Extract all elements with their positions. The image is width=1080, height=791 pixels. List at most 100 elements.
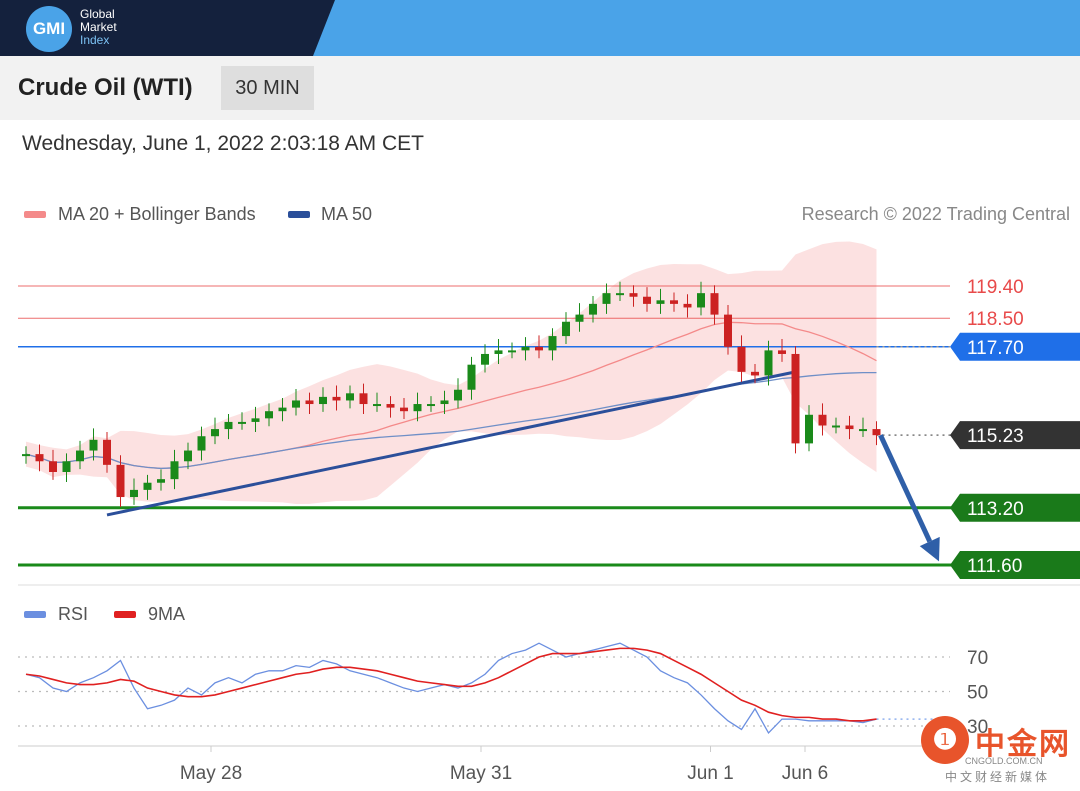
- candle-body: [737, 346, 746, 372]
- price-tag-label: 115.23: [967, 426, 1024, 447]
- forecast-arrowhead: [919, 536, 940, 562]
- watermark-domain: CNGOLD.COM.CN: [965, 756, 1043, 766]
- price-tag-box: [950, 421, 1080, 450]
- candle-body: [224, 421, 233, 430]
- timestamp: Wednesday, June 1, 2022 2:03:18 AM CET: [22, 132, 424, 155]
- candles: [22, 281, 881, 508]
- candle-body: [670, 300, 678, 304]
- watermark-glyph-icon: ❶: [932, 724, 958, 755]
- price-tag-label: 117.70: [967, 338, 1024, 359]
- candle-body: [386, 404, 395, 408]
- candle-body: [481, 353, 489, 365]
- candle-body: [764, 350, 773, 376]
- title-bar: [0, 56, 1080, 120]
- candle-body: [454, 389, 462, 401]
- gmi-logo-icon[interactable]: GMI: [26, 6, 72, 52]
- candle-body: [832, 425, 840, 428]
- candle-body: [778, 350, 786, 354]
- price-tag-box: [950, 493, 1080, 522]
- interval-button[interactable]: 30 MIN: [221, 66, 314, 110]
- level-lines: [18, 285, 1080, 586]
- candle-body: [467, 364, 476, 390]
- ma20-legend-label: MA 20 + Bollinger Bands: [58, 204, 256, 224]
- candle-body: [589, 303, 597, 315]
- candle-body: [143, 482, 152, 490]
- candle-body: [508, 350, 516, 353]
- x-tick-label: May 31: [450, 763, 512, 784]
- candle-body: [305, 400, 314, 405]
- price-tag-box: [950, 551, 1080, 579]
- watermark-cn: 中金网: [975, 728, 1071, 761]
- research-copyright: Research © 2022 Trading Central: [801, 204, 1070, 224]
- price-label: 119.40: [967, 277, 1024, 298]
- candle-body: [49, 461, 57, 472]
- rsi-legend-swatch: [24, 611, 46, 618]
- candle-body: [427, 404, 435, 407]
- candle-body: [494, 350, 503, 354]
- x-axis: May 28 May 31 Jun 1 Jun 6: [18, 745, 950, 784]
- candle-body: [535, 346, 543, 351]
- rsi-tick-label: 50: [967, 683, 988, 704]
- candle-body: [184, 450, 192, 462]
- bollinger-bands: [26, 241, 877, 505]
- candle-body: [130, 489, 138, 498]
- candle-body: [157, 479, 165, 483]
- candle-body: [35, 454, 44, 462]
- candle-body: [751, 371, 759, 376]
- candle-body: [656, 300, 665, 304]
- candle-body: [818, 414, 827, 426]
- candle-body: [170, 461, 179, 480]
- candle-body: [602, 293, 611, 304]
- ma20-legend-swatch: [24, 211, 46, 218]
- candle-body: [724, 314, 732, 347]
- watermark-sub: 中文财经新媒体: [945, 770, 1051, 784]
- candle-body: [791, 353, 800, 444]
- candle-body: [211, 429, 219, 437]
- candle-body: [238, 421, 246, 424]
- rsi-line: [25, 642, 877, 734]
- candle-body: [413, 404, 422, 412]
- candle-body: [359, 393, 368, 405]
- candle-body: [872, 429, 881, 436]
- price-tag-box: [950, 332, 1080, 361]
- candle-body: [683, 303, 692, 308]
- candle-body: [89, 439, 98, 451]
- x-tick-label: May 28: [180, 763, 242, 784]
- ma9-legend-swatch: [114, 611, 136, 618]
- bollinger-band-area: [26, 241, 877, 505]
- rsi-tick-label: 30: [967, 717, 988, 738]
- candle-body: [22, 454, 30, 457]
- trendline: [106, 370, 796, 517]
- candle-body: [373, 404, 381, 407]
- price-tags: 119.40 118.50 117.70 115.23 113.20 111.60: [950, 277, 1080, 579]
- candle-body: [575, 314, 584, 322]
- candle-body: [697, 293, 705, 308]
- candle-body: [710, 293, 719, 315]
- x-tick-label: Jun 6: [782, 763, 828, 784]
- price-tag-label: 111.60: [967, 556, 1022, 577]
- candle-body: [562, 321, 570, 337]
- candle-body: [62, 461, 71, 472]
- price-tag-label: 113.20: [967, 499, 1024, 520]
- candle-body: [197, 436, 206, 451]
- candle-body: [265, 411, 273, 419]
- candle-body: [103, 439, 111, 465]
- candle-body: [332, 396, 341, 401]
- rsi-legend-label: RSI: [58, 604, 89, 624]
- candle-body: [278, 407, 287, 412]
- candle-body: [76, 450, 84, 462]
- brand-line-3: Index: [80, 33, 110, 47]
- brand-line-1: Global: [80, 7, 115, 21]
- candle-body: [643, 296, 651, 304]
- candle-body: [629, 293, 638, 297]
- candle-body: [859, 429, 867, 432]
- brand-line-2: Market: [80, 20, 117, 34]
- candle-body: [251, 418, 260, 422]
- ma50-legend-swatch: [288, 211, 310, 218]
- x-tick-label: Jun 1: [687, 763, 733, 784]
- candle-body: [805, 414, 813, 444]
- ma50-legend-label: MA 50: [321, 204, 373, 224]
- candle-body: [319, 396, 327, 405]
- rsi-tick-label: 70: [967, 648, 988, 669]
